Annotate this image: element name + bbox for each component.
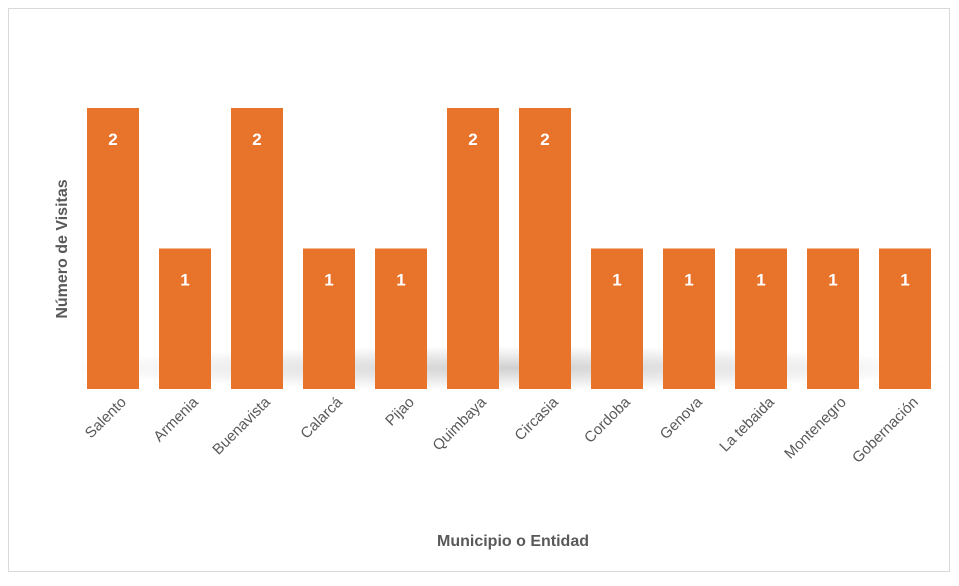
bar xyxy=(231,108,283,389)
data-label: 1 xyxy=(684,271,693,290)
bar xyxy=(447,108,499,389)
bar xyxy=(375,248,427,389)
floor-shadow xyxy=(69,346,949,390)
data-label: 2 xyxy=(252,130,261,149)
data-label: 1 xyxy=(756,271,765,290)
data-label: 2 xyxy=(108,130,117,149)
y-axis-title: Número de Visitas xyxy=(54,179,71,318)
data-label: 1 xyxy=(324,271,333,290)
data-label: 1 xyxy=(180,271,189,290)
x-axis-title: Municipio o Entidad xyxy=(437,533,589,550)
bar xyxy=(591,248,643,389)
data-label: 1 xyxy=(612,271,621,290)
bar xyxy=(87,108,139,389)
bar xyxy=(735,248,787,389)
bar xyxy=(807,248,859,389)
bar xyxy=(303,248,355,389)
data-label: 1 xyxy=(900,271,909,290)
data-label: 1 xyxy=(396,271,405,290)
data-label: 2 xyxy=(540,130,549,149)
bar xyxy=(663,248,715,389)
bar xyxy=(879,248,931,389)
bar xyxy=(519,108,571,389)
data-label: 1 xyxy=(828,271,837,290)
bar xyxy=(159,248,211,389)
data-label: 2 xyxy=(468,130,477,149)
